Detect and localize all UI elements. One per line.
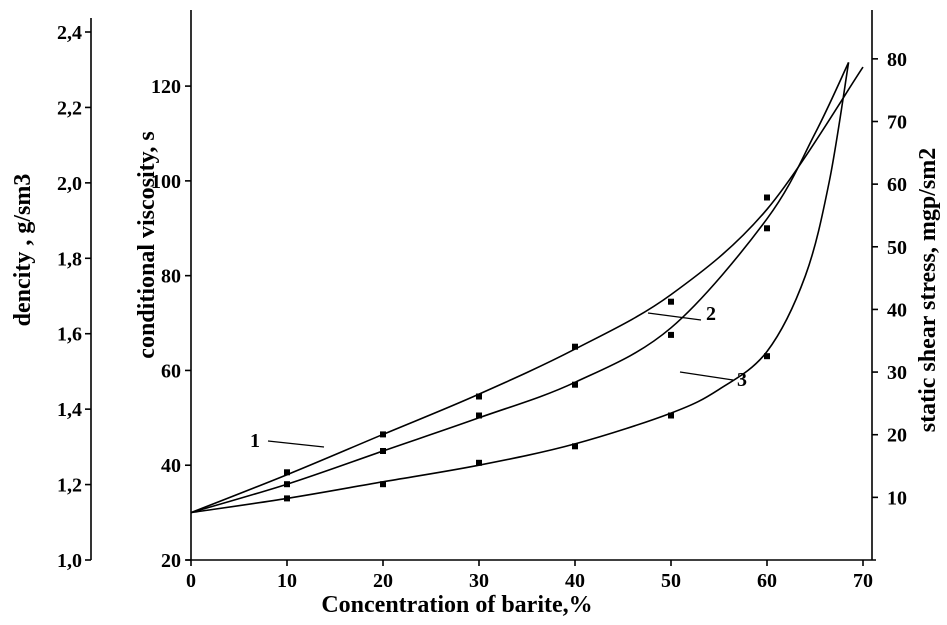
viscosity-tick-label-5: 120 — [151, 76, 181, 98]
series-1-curve — [190, 66, 864, 514]
series-3-curve — [190, 62, 850, 514]
shear-tick-label-2: 30 — [887, 362, 907, 384]
x-axis-ticks: 0 10 20 30 40 50 60 70 — [186, 560, 873, 592]
viscosity-axis-title: conditional viscosity, s — [134, 131, 160, 358]
viscosity-tick-label-2: 60 — [161, 360, 181, 382]
density-tick-label-5: 2,0 — [57, 173, 82, 195]
shear-tick-label-3: 40 — [887, 299, 907, 321]
shear-tick-label-0: 10 — [887, 487, 907, 509]
x-tick-label-1: 10 — [277, 570, 297, 592]
series-2-point-5 — [668, 331, 674, 338]
shear-tick-label-4: 50 — [887, 237, 907, 259]
series-1-point-2 — [380, 431, 386, 438]
x-axis-title: Concentration of barite,% — [321, 592, 592, 618]
series-2-point-1 — [284, 481, 290, 488]
x-tick-label-4: 40 — [565, 570, 585, 592]
shear-tick-label-1: 20 — [887, 425, 907, 447]
curve-1-label: 1 — [250, 430, 260, 452]
density-tick-label-3: 1,6 — [57, 324, 82, 346]
curve-2-leader — [647, 312, 702, 321]
series-3-point-3 — [476, 459, 482, 466]
series-1-point-5 — [668, 298, 674, 305]
series-2-point-2 — [380, 448, 386, 454]
series-3-point-2 — [380, 481, 386, 488]
density-tick-label-6: 2,2 — [57, 97, 82, 119]
series-1-point-3 — [476, 393, 482, 400]
shear-axis-title: static shear stress, mgp/sm2 — [915, 148, 941, 432]
series-2-point-4 — [572, 381, 578, 388]
series-1-point-1 — [284, 469, 290, 476]
viscosity-tick-label-3: 80 — [161, 266, 181, 288]
x-tick-label-3: 30 — [469, 570, 489, 592]
series-1-point-4 — [572, 343, 578, 350]
density-tick-label-0: 1,0 — [57, 550, 82, 572]
shear-axis-ticks: 10 20 30 40 50 60 70 80 — [872, 49, 907, 509]
series-2-curve — [190, 62, 850, 514]
x-tick-label-0: 0 — [186, 570, 196, 592]
density-tick-label-7: 2,4 — [57, 22, 82, 44]
series-3-point-4 — [572, 443, 578, 450]
shear-tick-label-6: 70 — [887, 111, 907, 133]
viscosity-tick-label-1: 40 — [161, 455, 181, 477]
density-tick-label-1: 1,2 — [57, 475, 82, 497]
viscosity-tick-label-0: 20 — [161, 550, 181, 572]
series-3-point-5 — [668, 412, 674, 419]
x-tick-label-2: 20 — [373, 570, 393, 592]
curve-1-leader — [267, 440, 325, 448]
curve-3-leader — [679, 371, 734, 381]
viscosity-axis-ticks: 20 40 60 80 100 120 — [151, 76, 191, 572]
shear-tick-label-7: 80 — [887, 49, 907, 71]
x-tick-label-6: 60 — [757, 570, 777, 592]
shear-tick-label-5: 60 — [887, 174, 907, 196]
series-curves — [190, 62, 864, 514]
curve-2-label: 2 — [706, 303, 716, 325]
series-2-point-3 — [476, 412, 482, 419]
series-1-point-6 — [764, 194, 770, 201]
series-3-point-1 — [284, 495, 290, 502]
density-tick-label-2: 1,4 — [57, 399, 82, 421]
x-tick-label-7: 70 — [853, 570, 873, 592]
density-axis-ticks: 1,0 1,2 1,4 1,6 1,8 2,0 2,2 2,4 — [57, 22, 91, 572]
series-markers — [284, 194, 770, 502]
curve-3-label: 3 — [737, 369, 747, 391]
density-axis-title: dencity , g/sm3 — [10, 174, 36, 327]
series-3-point-6 — [764, 353, 770, 360]
x-tick-label-5: 50 — [661, 570, 681, 592]
density-tick-label-4: 1,8 — [57, 248, 82, 270]
viscosity-tick-label-4: 100 — [151, 171, 181, 193]
series-2-point-6 — [764, 225, 770, 232]
